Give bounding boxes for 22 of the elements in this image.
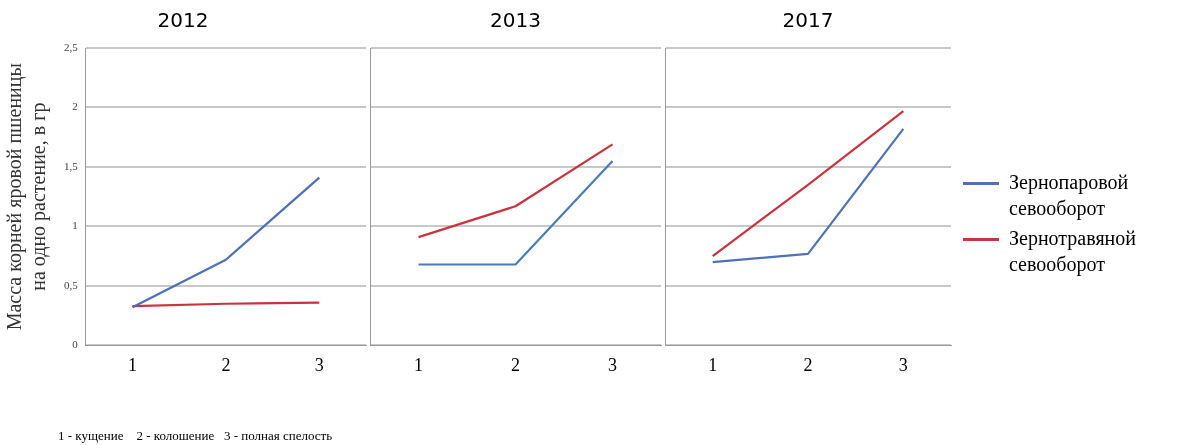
text: 1 - кущение 2 - колошение 3 - полная спелость: [58, 428, 333, 443]
y-tick-label: 0: [72, 338, 79, 351]
y-axis-title: Масса корней яровой пшеницы на одно растение, в гр: [3, 63, 51, 331]
y-tick-label: 1: [72, 219, 78, 232]
x-tick-label: 2: [803, 354, 813, 375]
legend-label: Зернотравяной севооборот: [1009, 225, 1137, 277]
x-tick-label: 1: [127, 354, 137, 375]
x-tick-label: 1: [414, 354, 423, 375]
chart-title: 2013: [490, 8, 541, 33]
x-tick-label: 2: [221, 354, 231, 375]
chart-title: 2017: [782, 8, 834, 33]
x-tick-label: 1: [708, 354, 718, 375]
x-tick-label: 3: [608, 354, 617, 375]
chart-title: 2012: [157, 8, 209, 33]
x-tick-label: 3: [898, 354, 908, 375]
legend-label: Зернопаровой севооборот: [1009, 169, 1130, 221]
y-tick-label: 2: [72, 100, 78, 113]
x-tick-label: 2: [511, 354, 520, 375]
x-tick-label: 3: [314, 354, 324, 375]
y-tick-label: 1,5: [64, 159, 79, 172]
y-tick-label: 2,5: [64, 40, 79, 53]
y-tick-label: 0,5: [64, 278, 79, 291]
